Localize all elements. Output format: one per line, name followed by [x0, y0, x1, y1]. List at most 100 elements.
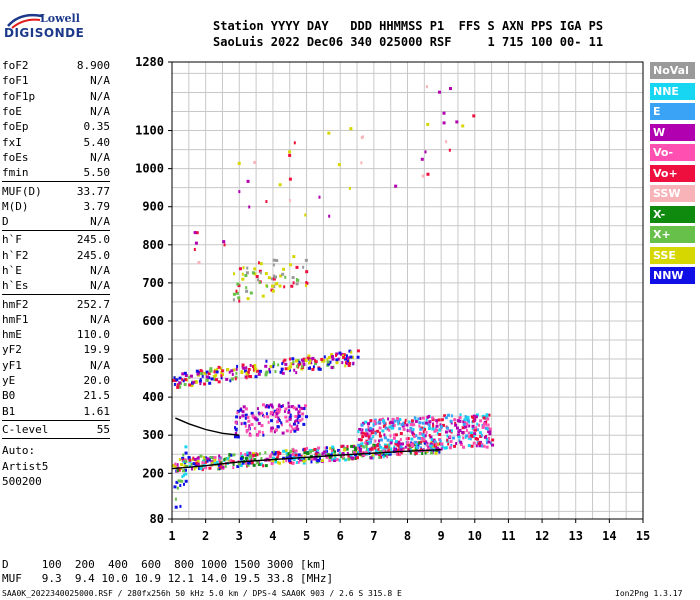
echo-point [217, 380, 221, 384]
echo-point [419, 427, 423, 431]
echo-point [394, 433, 398, 437]
param-value: 20.0 [83, 374, 111, 388]
legend-entry: X+ [650, 226, 695, 243]
echo-point [357, 443, 361, 447]
echo-point [249, 363, 252, 367]
echo-point [288, 459, 292, 463]
echo-point [218, 458, 221, 462]
echo-point [367, 422, 371, 426]
echo-point [291, 427, 295, 431]
echo-point [453, 418, 457, 422]
echo-point [224, 457, 228, 461]
y-tick-label: 80 [150, 512, 164, 526]
echo-point [260, 462, 263, 466]
echo-point [478, 431, 482, 435]
echo-point [211, 461, 215, 465]
echo-point [266, 284, 269, 288]
echo-point [273, 450, 276, 454]
echo-point [485, 441, 488, 445]
echo-point [420, 447, 423, 451]
echo-point [384, 453, 388, 457]
echo-point [271, 289, 275, 293]
echo-point [338, 351, 342, 355]
echo-point [415, 434, 418, 438]
echo-point [442, 423, 446, 427]
echo-point [454, 423, 458, 427]
param-value: 1.61 [83, 404, 111, 418]
echo-point [266, 415, 270, 419]
echo-point [251, 271, 255, 275]
echo-point [342, 448, 346, 452]
echo-point [239, 408, 243, 412]
echo-point [352, 445, 356, 449]
echo-point [269, 370, 272, 374]
echo-point [289, 263, 293, 267]
echo-point [474, 437, 478, 441]
echo-point [390, 426, 394, 430]
echo-point [436, 446, 439, 450]
echo-point [425, 418, 428, 422]
echo-point [270, 277, 274, 281]
echo-point [267, 276, 271, 280]
echo-point [384, 445, 387, 449]
echo-point [277, 404, 281, 408]
x-tick-label: 2 [202, 529, 209, 543]
echo-point [427, 414, 430, 418]
echo-point [327, 355, 331, 359]
echo-point [472, 441, 476, 445]
echo-point [201, 374, 204, 378]
echo-point [313, 457, 317, 461]
echo-point [173, 379, 177, 383]
echo-point [472, 419, 476, 423]
echo-point [210, 460, 214, 464]
echo-point [420, 446, 423, 450]
echo-point [383, 436, 387, 440]
echo-point [384, 426, 388, 430]
echo-point [181, 458, 185, 462]
echo-point [310, 457, 314, 461]
echo-point [192, 462, 196, 466]
echo-point [232, 466, 235, 470]
echo-point [256, 453, 259, 457]
echo-point [475, 426, 478, 430]
echo-point [288, 199, 291, 203]
echo-point [464, 415, 467, 419]
echo-point [265, 404, 268, 408]
echo-point [271, 426, 275, 430]
echo-point [261, 403, 265, 407]
echo-point [230, 453, 233, 457]
echo-point [421, 174, 425, 178]
echo-point [369, 456, 373, 460]
echo-point [205, 378, 209, 382]
param-row: B0 21.5 [2, 388, 110, 403]
logo-line2: DIGISONDE [4, 26, 85, 40]
echo-point [259, 262, 263, 266]
echo-point [416, 441, 419, 445]
echo-point [301, 365, 304, 369]
echo-point [235, 367, 238, 371]
param-row: h`E N/A [2, 263, 110, 278]
echo-point [194, 461, 198, 465]
echo-point [362, 453, 366, 457]
echo-point [294, 453, 298, 457]
echo-point [365, 445, 368, 449]
echo-point [461, 124, 465, 128]
echo-point [320, 357, 324, 361]
param-name: h`F [2, 233, 22, 247]
echo-point [349, 355, 353, 359]
echo-point [279, 370, 283, 374]
echo-point [203, 372, 207, 376]
echo-point [302, 362, 306, 366]
echo-point [466, 419, 470, 423]
echo-point [345, 354, 348, 358]
param-row: hmE 110.0 [2, 327, 110, 342]
echo-point [220, 461, 223, 465]
echo-point [305, 446, 308, 450]
echo-point [172, 378, 175, 382]
echo-point [488, 432, 492, 436]
echo-point [219, 461, 222, 465]
echo-point [253, 426, 256, 430]
param-value: 252.7 [76, 297, 110, 311]
echo-point [188, 458, 192, 462]
echo-point [235, 421, 238, 425]
